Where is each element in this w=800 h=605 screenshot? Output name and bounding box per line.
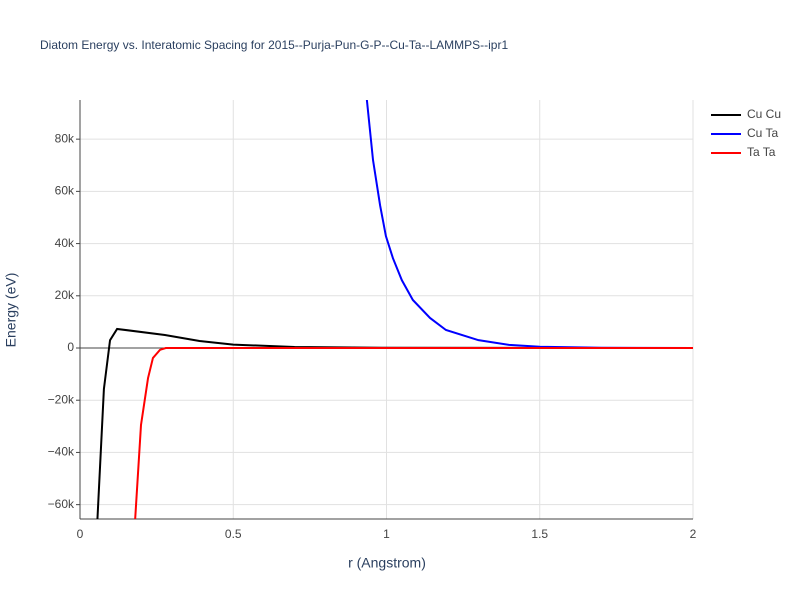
plot-area bbox=[96, 100, 693, 519]
y-tick-label: −60k bbox=[48, 497, 75, 511]
y-axis-title: Energy (eV) bbox=[3, 273, 19, 348]
x-tick-label: 1 bbox=[383, 527, 390, 541]
x-tick-label: 2 bbox=[690, 527, 697, 541]
y-tick-label: 60k bbox=[55, 184, 75, 198]
x-axis-title: r (Angstrom) bbox=[348, 555, 426, 571]
x-tick-label: 0 bbox=[77, 527, 84, 541]
series-line bbox=[134, 347, 693, 519]
chart-title: Diatom Energy vs. Interatomic Spacing fo… bbox=[40, 38, 508, 52]
y-tick-label: 20k bbox=[55, 288, 75, 302]
y-tick-label: 80k bbox=[55, 131, 75, 145]
y-tick-label: 40k bbox=[55, 236, 75, 250]
legend-label: Cu Cu bbox=[747, 107, 781, 121]
series-line bbox=[96, 327, 693, 519]
y-tick-label: 0 bbox=[67, 340, 74, 354]
x-tick-label: 1.5 bbox=[531, 527, 548, 541]
y-tick-label: −40k bbox=[48, 445, 75, 459]
grid bbox=[76, 100, 694, 520]
series-line bbox=[365, 100, 693, 350]
legend-label: Cu Ta bbox=[747, 126, 778, 140]
x-tick-label: 0.5 bbox=[225, 527, 242, 541]
y-tick-label: −20k bbox=[48, 392, 75, 406]
legend-label: Ta Ta bbox=[747, 145, 776, 159]
